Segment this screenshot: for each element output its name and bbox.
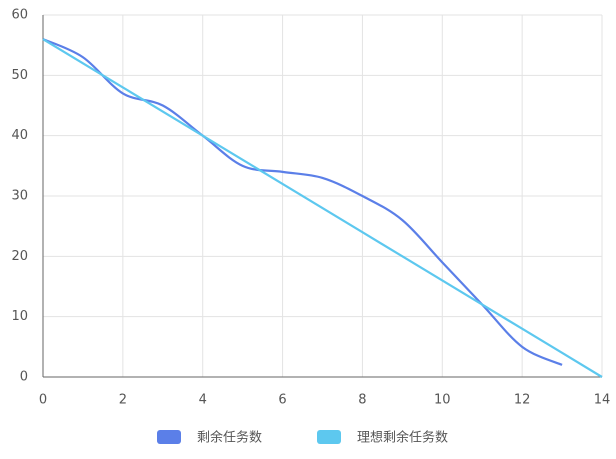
x-tick-label: 8 [358, 393, 366, 408]
y-tick-label: 30 [11, 189, 28, 204]
x-tick-label: 10 [434, 393, 451, 408]
y-tick-label: 50 [11, 68, 28, 83]
y-tick-label: 0 [20, 370, 28, 385]
x-tick-label: 0 [39, 393, 47, 408]
legend-swatch [317, 430, 341, 444]
legend-label: 理想剩余任务数 [357, 430, 448, 446]
legend-swatch [157, 430, 181, 444]
x-tick-label: 2 [119, 393, 127, 408]
x-tick-label: 14 [594, 393, 611, 408]
series-line [42, 38, 603, 378]
x-tick-label: 6 [278, 393, 286, 408]
y-tick-label: 10 [11, 309, 28, 324]
x-tick-label: 4 [199, 393, 207, 408]
x-tick-label: 12 [514, 393, 531, 408]
legend-label: 剩余任务数 [197, 430, 262, 446]
y-tick-label: 20 [11, 249, 28, 264]
y-tick-label: 60 [11, 8, 28, 23]
y-tick-label: 40 [11, 128, 28, 143]
series-line [42, 38, 563, 366]
